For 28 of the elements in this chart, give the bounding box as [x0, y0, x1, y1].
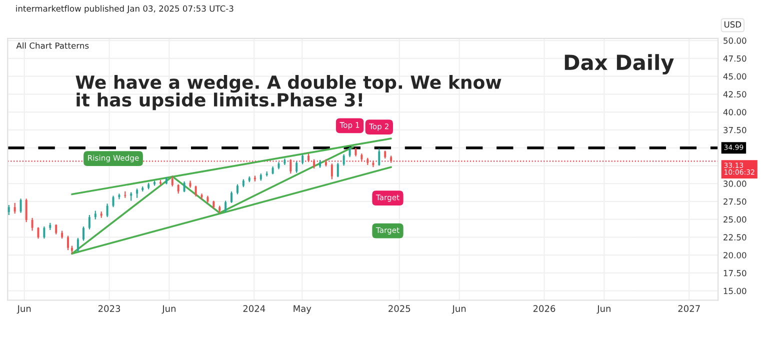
y-tick-label: 37.50 [724, 126, 746, 134]
y-tick-label: 15.00 [724, 288, 746, 294]
x-tick-label: 2026 [533, 305, 556, 312]
text: Dax Daily [564, 54, 674, 74]
y-tick-label: 25.00 [724, 216, 746, 223]
x-tick-label: 2024 [243, 305, 266, 312]
y-tick-label: 42.50 [723, 91, 746, 98]
y-tick-label: 50.00 [724, 38, 746, 44]
y-tick-label: 30.00 [724, 180, 746, 187]
x-tick-label: 2027 [678, 305, 700, 312]
y-tick-label: 40.00 [723, 109, 746, 116]
text: intermarketflow published Jan 03, 2025 07:53 UTC-3 [16, 5, 234, 14]
x-tick-label: 2023 [98, 305, 120, 312]
x-tick-label: Jun [16, 305, 31, 314]
y-tick-label: 27.50 [724, 198, 746, 205]
x-tick-label: 2025 [388, 305, 410, 312]
annotation: We have a wedge. A double top. We know it has upside limits.Phase 3! [76, 75, 502, 110]
x-tick-label: Jun [162, 305, 176, 314]
y-tick-label: 47.50 [723, 55, 746, 62]
y-axis-title: USD [724, 21, 742, 28]
annotation: All Chart Patterns [16, 42, 89, 49]
x-tick-label: May [294, 305, 312, 314]
y-tick-label: 45.00 [723, 73, 746, 80]
x-tick-label: Jun [596, 305, 610, 314]
y-tick-label: 17.50 [724, 270, 746, 276]
x-tick-label: Jun [452, 305, 466, 314]
y-tick-label: 20.00 [724, 252, 746, 258]
y-tick-label: 22.50 [724, 234, 746, 240]
